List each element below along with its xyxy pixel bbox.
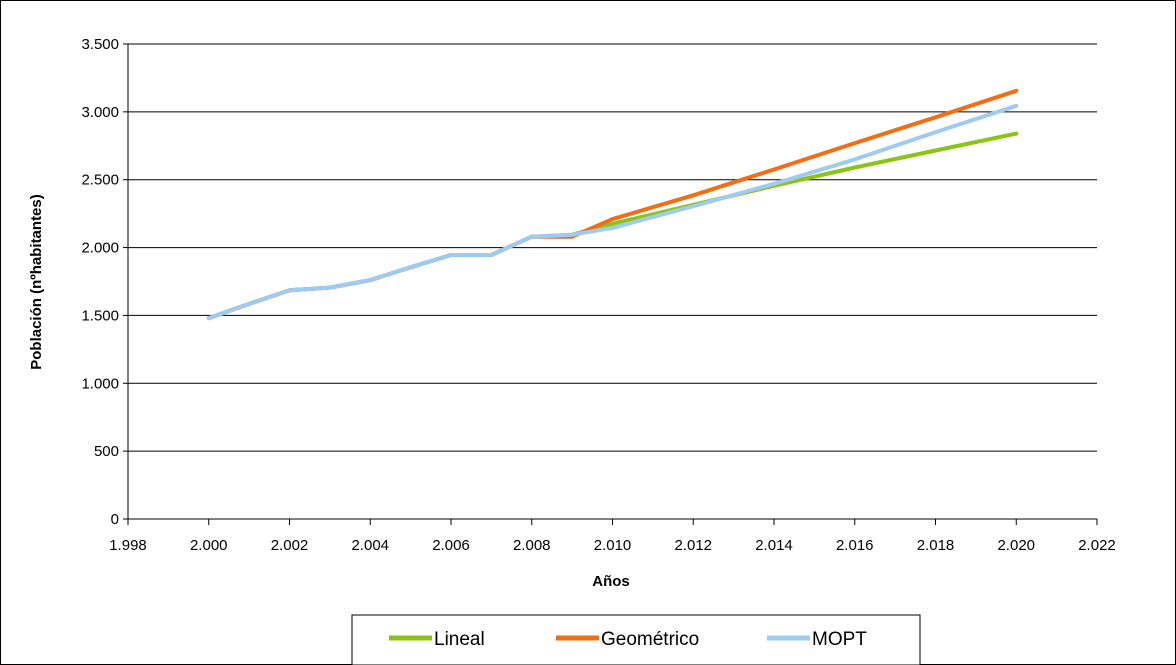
x-tick-label: 2.008 [513, 537, 551, 554]
x-tick-label: 1.998 [109, 537, 147, 554]
legend-label: MOPT [812, 629, 867, 650]
y-tick-label: 3.500 [81, 36, 119, 53]
gridlines [128, 43, 1097, 452]
y-tick-label: 1.500 [81, 307, 119, 324]
y-tick-label: 0 [111, 511, 119, 528]
x-tick-label: 2.014 [755, 537, 793, 554]
y-tick-label: 500 [94, 443, 119, 460]
legend-box [351, 614, 921, 665]
axes [123, 43, 1098, 525]
x-tick-label: 2.016 [836, 537, 874, 554]
y-axis-title: Población (nºhabitantes) [28, 194, 45, 370]
x-tick-label: 2.006 [432, 537, 470, 554]
x-tick-label: 2.020 [997, 537, 1035, 554]
y-tick-labels: 0 500 1.000 1.500 2.000 2.500 3.000 3.500 [81, 36, 119, 528]
x-tick-label: 2.018 [917, 537, 955, 554]
x-tick-label: 2.010 [594, 537, 632, 554]
legend: Lineal Geométrico MOPT [351, 614, 921, 665]
y-tick-label: 3.000 [81, 104, 119, 121]
y-tick-label: 1.000 [81, 375, 119, 392]
x-axis-title: Años [592, 573, 630, 590]
y-tick-label: 2.000 [81, 240, 119, 257]
x-tick-label: 2.004 [351, 537, 389, 554]
x-tick-labels: 1.998 2.000 2.002 2.004 2.006 2.008 2.010 2.012… [109, 537, 1116, 554]
legend-items: Lineal Geométrico MOPT [389, 629, 867, 650]
series-line-mopt [206, 103, 1019, 321]
x-tick-label: 2.000 [190, 537, 228, 554]
legend-label: Geométrico [601, 629, 699, 650]
x-tick-label: 2.002 [271, 537, 309, 554]
y-tick-label: 2.500 [81, 172, 119, 189]
x-tick-label: 2.022 [1078, 537, 1116, 554]
legend-label: Lineal [434, 629, 485, 650]
series-line-geomtrico [206, 88, 1019, 321]
series-lines [206, 88, 1019, 321]
x-tick-label: 2.012 [674, 537, 712, 554]
